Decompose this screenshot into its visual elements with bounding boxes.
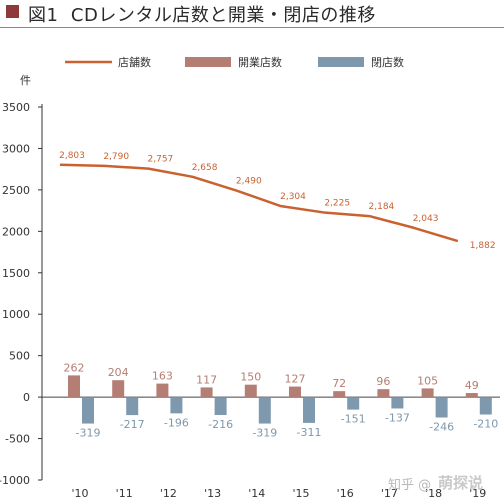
line-store-count-label: 2,225 [324, 199, 350, 209]
legend-label-store-count: 店舗数 [118, 55, 151, 69]
x-tick-label: '11 [116, 487, 133, 500]
bar-openings [377, 389, 390, 398]
bar-openings [465, 393, 478, 398]
bar-openings-label: 105 [417, 374, 438, 387]
bar-openings [333, 391, 346, 398]
bar-closures [347, 397, 360, 410]
line-store-count-label: 2,803 [59, 151, 85, 161]
watermark-right: 萌探说 [438, 474, 484, 492]
line-store-count-label: 2,757 [148, 155, 174, 165]
bar-openings-label: 127 [285, 373, 306, 386]
y-tick-label: 3500 [2, 101, 30, 114]
bar-closures [214, 397, 227, 416]
line-store-count-label: 2,184 [369, 202, 395, 212]
x-tick-label: '16 [337, 487, 354, 500]
watermark-left: 知乎 @ [388, 478, 432, 493]
bar-openings-label: 204 [108, 366, 129, 379]
bar-openings-label: 150 [240, 371, 261, 384]
bar-closures [435, 397, 448, 418]
x-tick-label: '14 [248, 487, 265, 500]
bar-closures-label: -319 [76, 427, 101, 440]
y-tick-label: 500 [9, 350, 30, 363]
x-tick-label: '15 [292, 487, 309, 500]
legend-swatch-openings [185, 57, 231, 67]
y-tick-label: 2000 [2, 225, 30, 238]
y-tick-label: 1000 [2, 308, 30, 321]
y-tick-label: 3000 [2, 142, 30, 155]
bar-openings [421, 388, 434, 398]
bar-openings [156, 383, 169, 398]
bar-closures-label: -246 [429, 421, 454, 434]
figure-title: CDレンタル店数と開業・閉店の推移 [70, 5, 376, 26]
bar-closures-label: -216 [208, 418, 233, 431]
line-store-count-label: 2,790 [103, 152, 129, 162]
line-store-count-label: 2,658 [192, 163, 218, 173]
x-tick-label: '18 [425, 487, 442, 500]
bar-closures [126, 397, 139, 416]
bar-openings-label: 163 [152, 370, 173, 383]
bar-closures [391, 397, 404, 409]
legend-swatch-closures [318, 57, 364, 67]
chart-title: 図1 CDレンタル店数と開業・閉店の推移 [28, 1, 376, 27]
x-tick-label: '12 [160, 487, 177, 500]
title-bar: 図1 CDレンタル店数と開業・閉店の推移 [0, 0, 504, 28]
y-tick-label: 2500 [2, 184, 30, 197]
bar-openings [112, 380, 125, 398]
bar-closures [303, 397, 315, 423]
bar-closures-label: -319 [252, 427, 277, 440]
line-store-count-label: 1,882 [470, 241, 496, 251]
x-tick-label: '17 [381, 487, 398, 500]
bar-openings [289, 386, 301, 398]
bar-closures-label: -196 [164, 416, 189, 429]
line-store-count-label: 2,490 [236, 177, 262, 187]
x-tick-label: '19 [469, 487, 486, 500]
bar-openings-label: 262 [64, 361, 85, 374]
bar-closures [82, 397, 94, 424]
bar-openings [68, 375, 80, 398]
bar-openings [200, 387, 213, 398]
bar-closures-label: -311 [297, 426, 322, 439]
bar-closures-label: -151 [341, 413, 366, 426]
bar-closures [479, 397, 492, 415]
figure-marker-square [6, 5, 19, 18]
line-store-count-label: 2,043 [413, 214, 439, 224]
bar-openings-label: 49 [465, 379, 479, 392]
x-tick-label: '10 [71, 487, 88, 500]
x-tick-label: '13 [204, 487, 221, 500]
bar-openings-label: 96 [376, 375, 390, 388]
bar-openings [244, 384, 257, 398]
line-store-count-label: 2,304 [280, 192, 306, 202]
y-tick-label: -500 [5, 433, 30, 446]
legend-label-openings: 開業店数 [238, 55, 282, 69]
bar-closures-label: -217 [120, 418, 145, 431]
bar-closures [170, 397, 183, 414]
bar-openings-label: 72 [332, 377, 346, 390]
y-tick-label: 1500 [2, 267, 30, 280]
line-store-count [59, 163, 459, 243]
bar-openings-label: 117 [196, 373, 217, 386]
y-tick-label: 0 [23, 391, 30, 404]
bar-closures-label: -137 [385, 411, 410, 424]
y-tick-label: -1000 [0, 474, 30, 487]
figure-label: 図1 [28, 5, 59, 26]
bar-closures-label: -210 [473, 418, 498, 431]
bar-closures [258, 397, 271, 424]
legend-label-closures: 閉店数 [371, 55, 404, 69]
y-axis-unit-label: 件 [20, 74, 31, 87]
